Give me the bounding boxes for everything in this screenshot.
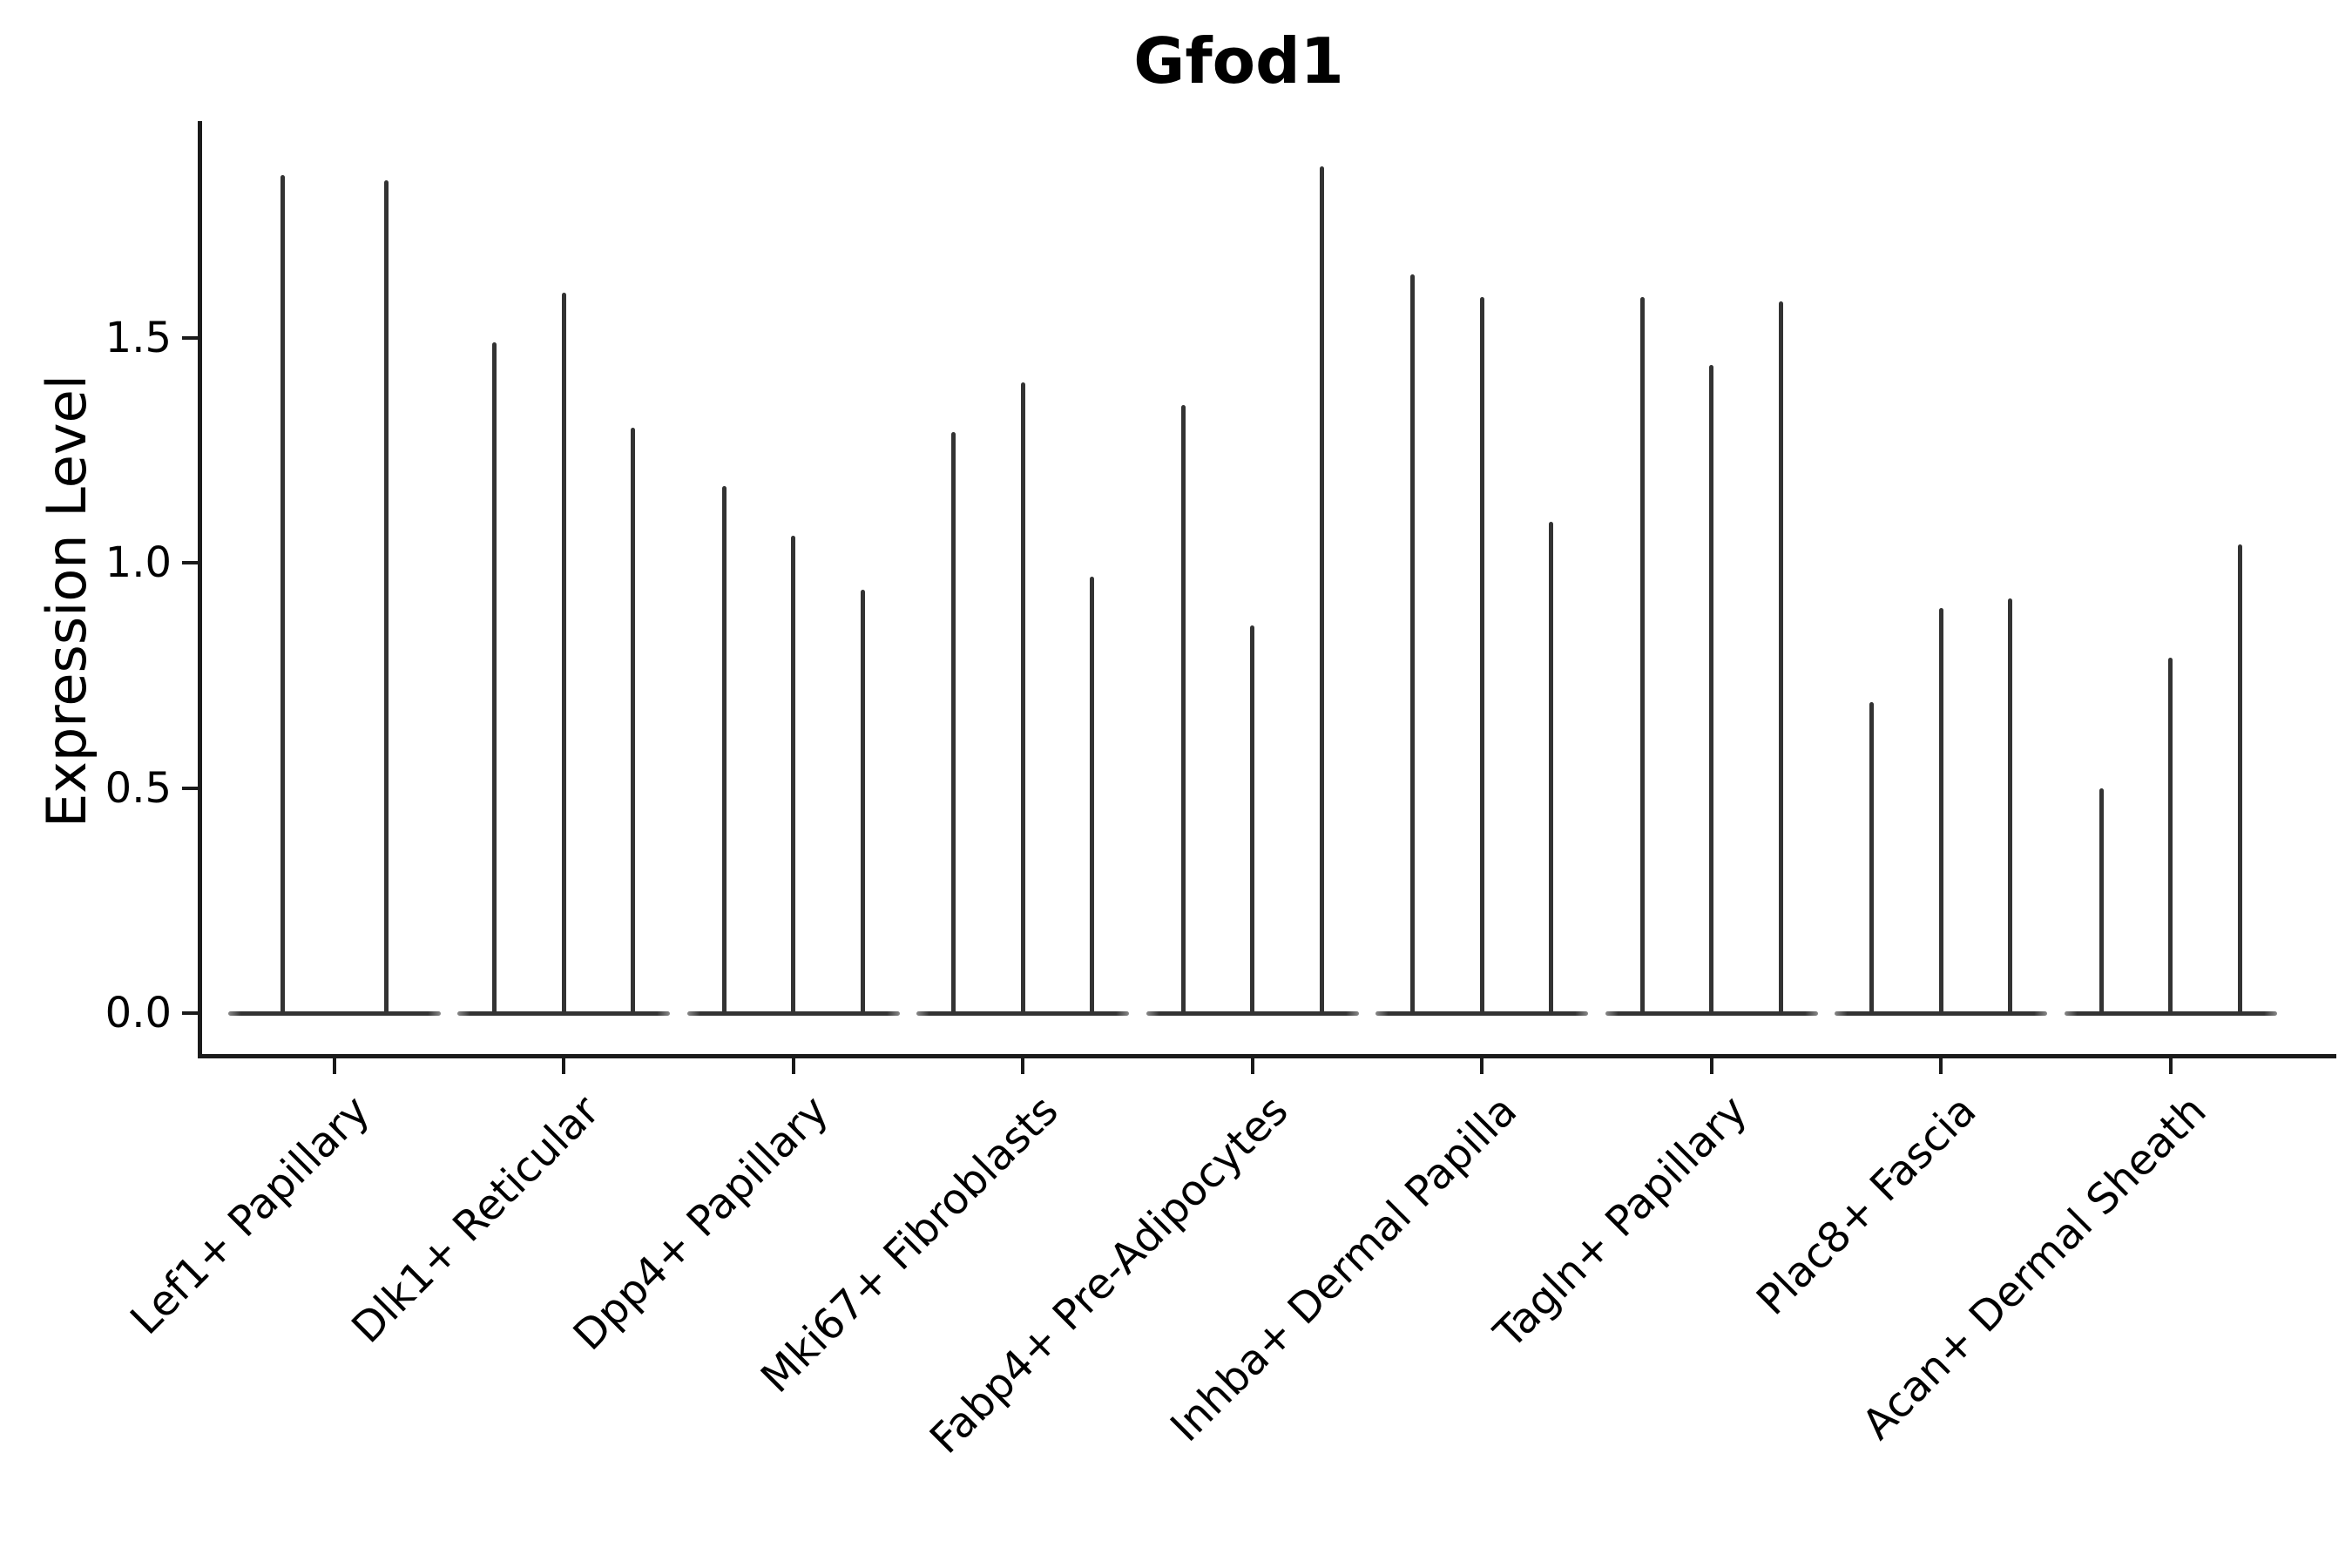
x-tick-mark bbox=[332, 1058, 336, 1074]
violin-needle bbox=[561, 292, 566, 1013]
violin-base bbox=[1375, 1010, 1588, 1016]
violin-base bbox=[227, 1010, 441, 1016]
x-tick-mark bbox=[2168, 1058, 2173, 1074]
violin-needle bbox=[631, 427, 635, 1013]
violin-needle bbox=[1709, 364, 1713, 1013]
violin-needle bbox=[860, 590, 865, 1013]
violin-needle bbox=[1869, 702, 1874, 1013]
violin-needle bbox=[1778, 301, 1783, 1013]
violin-needle bbox=[2168, 657, 2173, 1013]
y-tick-label: 1.5 bbox=[105, 313, 172, 362]
violin-needle bbox=[1639, 296, 1645, 1013]
violin-base bbox=[916, 1010, 1129, 1016]
violin-needle bbox=[1020, 382, 1025, 1013]
y-tick-label: 0.0 bbox=[105, 989, 172, 1037]
violin-needle bbox=[383, 179, 389, 1013]
violin-base bbox=[1146, 1010, 1359, 1016]
violin-needle bbox=[2008, 598, 2012, 1013]
y-tick-label: 0.5 bbox=[105, 763, 172, 813]
x-tick-mark bbox=[1709, 1058, 1713, 1074]
y-tick-mark bbox=[182, 335, 198, 340]
y-tick-mark bbox=[182, 561, 198, 564]
violin-base bbox=[457, 1010, 670, 1016]
violin-needle bbox=[951, 432, 956, 1013]
y-tick-mark bbox=[182, 1011, 198, 1015]
y-tick-mark bbox=[182, 786, 198, 790]
x-tick-label: Dlk1+ Reticular bbox=[341, 1086, 609, 1353]
violin-needle bbox=[1180, 405, 1186, 1013]
x-tick-mark bbox=[1250, 1058, 1254, 1074]
x-tick-mark bbox=[562, 1058, 565, 1074]
x-tick-label: Dpp4+ Papillary bbox=[564, 1086, 839, 1361]
violin-needle bbox=[1479, 296, 1484, 1013]
violin-needle bbox=[1938, 607, 1943, 1013]
violin-base bbox=[1835, 1010, 2047, 1016]
x-tick-label: Plac8+ Fascia bbox=[1747, 1086, 1986, 1325]
violin-needle bbox=[791, 535, 795, 1013]
violin-needle bbox=[721, 486, 727, 1013]
violin-base bbox=[2064, 1010, 2277, 1016]
x-axis-spine bbox=[198, 1054, 2336, 1058]
violin-needle bbox=[1090, 576, 1094, 1013]
violin-needle bbox=[280, 175, 285, 1013]
violin-needle bbox=[1250, 625, 1254, 1013]
violin-needle bbox=[1319, 166, 1324, 1013]
violin-needle bbox=[2237, 544, 2242, 1013]
violin-needle bbox=[2099, 787, 2104, 1013]
x-tick-mark bbox=[1480, 1058, 1484, 1074]
violin-needle bbox=[1549, 522, 1553, 1013]
x-tick-mark bbox=[1939, 1058, 1943, 1074]
violin-needle bbox=[492, 341, 497, 1013]
x-tick-label: Lef1+ Papillary bbox=[121, 1086, 380, 1344]
x-tick-mark bbox=[791, 1058, 795, 1074]
y-axis-spine bbox=[198, 121, 202, 1058]
x-tick-label: Tagln+ Papillary bbox=[1484, 1086, 1757, 1358]
violin-base bbox=[686, 1010, 900, 1016]
y-tick-label: 1.0 bbox=[105, 538, 172, 587]
plot-title: Gfod1 bbox=[1133, 24, 1344, 98]
violin-needle bbox=[1410, 274, 1415, 1013]
violin-base bbox=[1605, 1010, 1818, 1016]
y-axis-label: Expression Level bbox=[35, 375, 98, 828]
x-tick-mark bbox=[1021, 1058, 1024, 1074]
